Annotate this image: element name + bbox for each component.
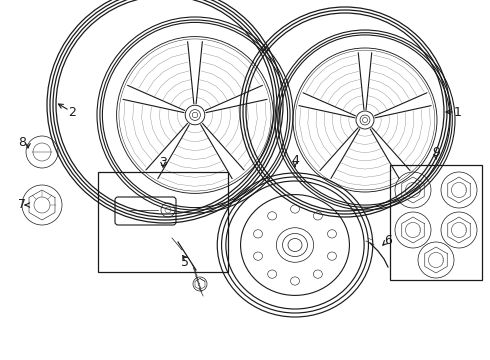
Text: 3: 3 xyxy=(159,156,167,168)
Text: 8: 8 xyxy=(18,135,26,148)
Text: 4: 4 xyxy=(291,153,299,166)
Bar xyxy=(390,165,482,280)
Text: 9: 9 xyxy=(432,145,440,158)
Text: 5: 5 xyxy=(181,256,189,269)
Text: 1: 1 xyxy=(454,105,462,118)
Text: 2: 2 xyxy=(68,105,76,118)
Bar xyxy=(98,172,228,272)
Text: 7: 7 xyxy=(18,198,26,211)
Text: 6: 6 xyxy=(384,234,392,247)
